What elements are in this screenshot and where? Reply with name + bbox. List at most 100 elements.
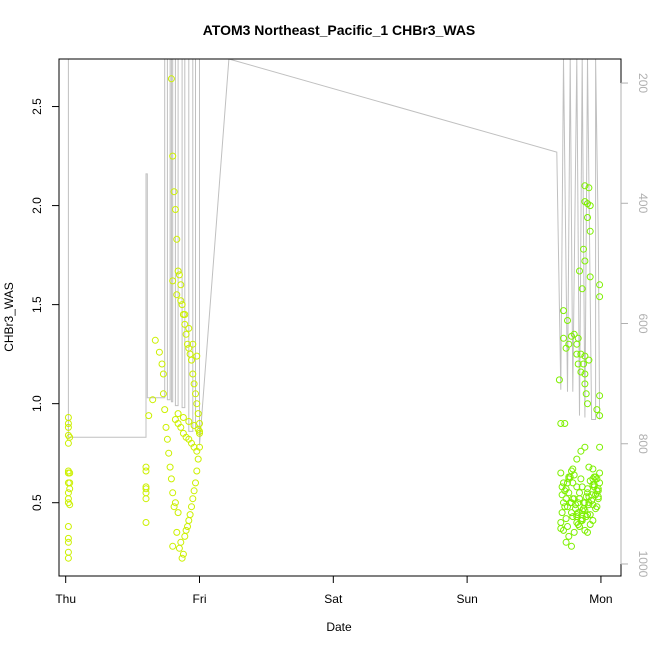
data-point xyxy=(173,235,181,243)
data-point xyxy=(562,538,570,546)
data-point xyxy=(573,455,581,463)
data-point xyxy=(585,184,593,192)
data-point xyxy=(568,542,575,550)
data-point xyxy=(177,281,185,289)
x-tick-label: Mon xyxy=(589,592,612,606)
data-point xyxy=(175,544,183,552)
data-point xyxy=(570,528,578,536)
data-point xyxy=(569,495,577,503)
y-tick-label: 2.0 xyxy=(30,197,44,214)
data-point xyxy=(584,214,591,221)
data-point xyxy=(193,447,201,455)
data-point xyxy=(64,467,72,475)
data-point xyxy=(193,467,201,475)
right-tick-label: 600 xyxy=(636,313,650,333)
data-point xyxy=(169,489,177,497)
data-point xyxy=(560,526,567,534)
data-point xyxy=(179,550,187,558)
data-point xyxy=(593,406,601,414)
data-point xyxy=(574,509,582,517)
data-point xyxy=(555,376,563,384)
line-layer xyxy=(65,59,601,446)
data-point xyxy=(576,489,583,497)
data-point xyxy=(171,499,179,507)
x-tick-label: Thu xyxy=(55,592,76,606)
data-point xyxy=(573,511,581,519)
x-tick-label: Sat xyxy=(324,592,343,606)
data-point xyxy=(194,410,202,418)
data-point xyxy=(142,485,150,493)
data-point xyxy=(174,410,182,418)
data-point xyxy=(580,505,587,513)
data-point xyxy=(586,511,594,519)
y-axis-label: CHBr3_WAS xyxy=(2,282,16,352)
data-point xyxy=(64,439,72,447)
data-point xyxy=(594,485,602,493)
data-point xyxy=(169,152,177,160)
data-point xyxy=(142,519,150,526)
data-point xyxy=(193,352,201,360)
data-point xyxy=(194,455,202,463)
data-point xyxy=(568,499,575,507)
data-point xyxy=(159,370,167,378)
right-tick-label: 800 xyxy=(636,434,650,454)
data-point xyxy=(557,469,565,477)
data-point xyxy=(64,495,72,503)
data-point xyxy=(64,548,72,556)
series-line xyxy=(65,59,601,446)
data-point xyxy=(596,412,604,420)
data-point xyxy=(569,513,577,521)
data-point xyxy=(185,418,193,425)
right-tick-label: 1000 xyxy=(636,551,650,578)
data-point xyxy=(64,499,72,507)
data-point xyxy=(562,515,570,523)
data-point xyxy=(64,538,72,546)
data-point xyxy=(560,307,567,315)
data-point xyxy=(64,489,72,497)
data-point xyxy=(574,334,582,342)
data-point xyxy=(557,519,565,526)
data-point xyxy=(585,493,593,501)
plot-area xyxy=(64,59,604,562)
data-point xyxy=(586,273,594,281)
data-point xyxy=(155,348,163,356)
data-point xyxy=(564,523,571,530)
data-point xyxy=(574,521,582,528)
data-point xyxy=(145,412,153,420)
data-point xyxy=(175,271,183,279)
data-point xyxy=(581,257,589,265)
data-point xyxy=(64,534,72,542)
data-point xyxy=(564,317,571,324)
data-point xyxy=(66,485,74,493)
data-point xyxy=(596,392,604,400)
data-point xyxy=(557,420,565,427)
data-point xyxy=(177,423,185,431)
data-point xyxy=(565,340,573,348)
data-point xyxy=(572,501,579,509)
data-point xyxy=(577,447,585,455)
data-point xyxy=(568,332,575,340)
data-point xyxy=(565,475,573,483)
data-point xyxy=(171,206,179,213)
data-point xyxy=(167,75,175,83)
data-point xyxy=(586,202,594,210)
data-point xyxy=(586,227,594,235)
data-point xyxy=(174,267,182,275)
data-point xyxy=(66,501,74,509)
data-point xyxy=(561,503,569,511)
data-point xyxy=(174,509,182,517)
data-point xyxy=(577,350,585,358)
data-point xyxy=(181,532,189,540)
data-point xyxy=(596,443,604,451)
data-point xyxy=(584,400,591,408)
right-tick-label: 400 xyxy=(636,193,650,213)
data-point xyxy=(585,356,593,364)
data-point xyxy=(64,423,72,431)
data-point xyxy=(564,503,571,511)
data-point xyxy=(64,431,72,439)
data-point xyxy=(581,182,589,190)
data-point xyxy=(179,414,187,421)
data-point xyxy=(196,427,203,435)
data-point xyxy=(558,491,566,499)
data-point xyxy=(193,400,201,408)
